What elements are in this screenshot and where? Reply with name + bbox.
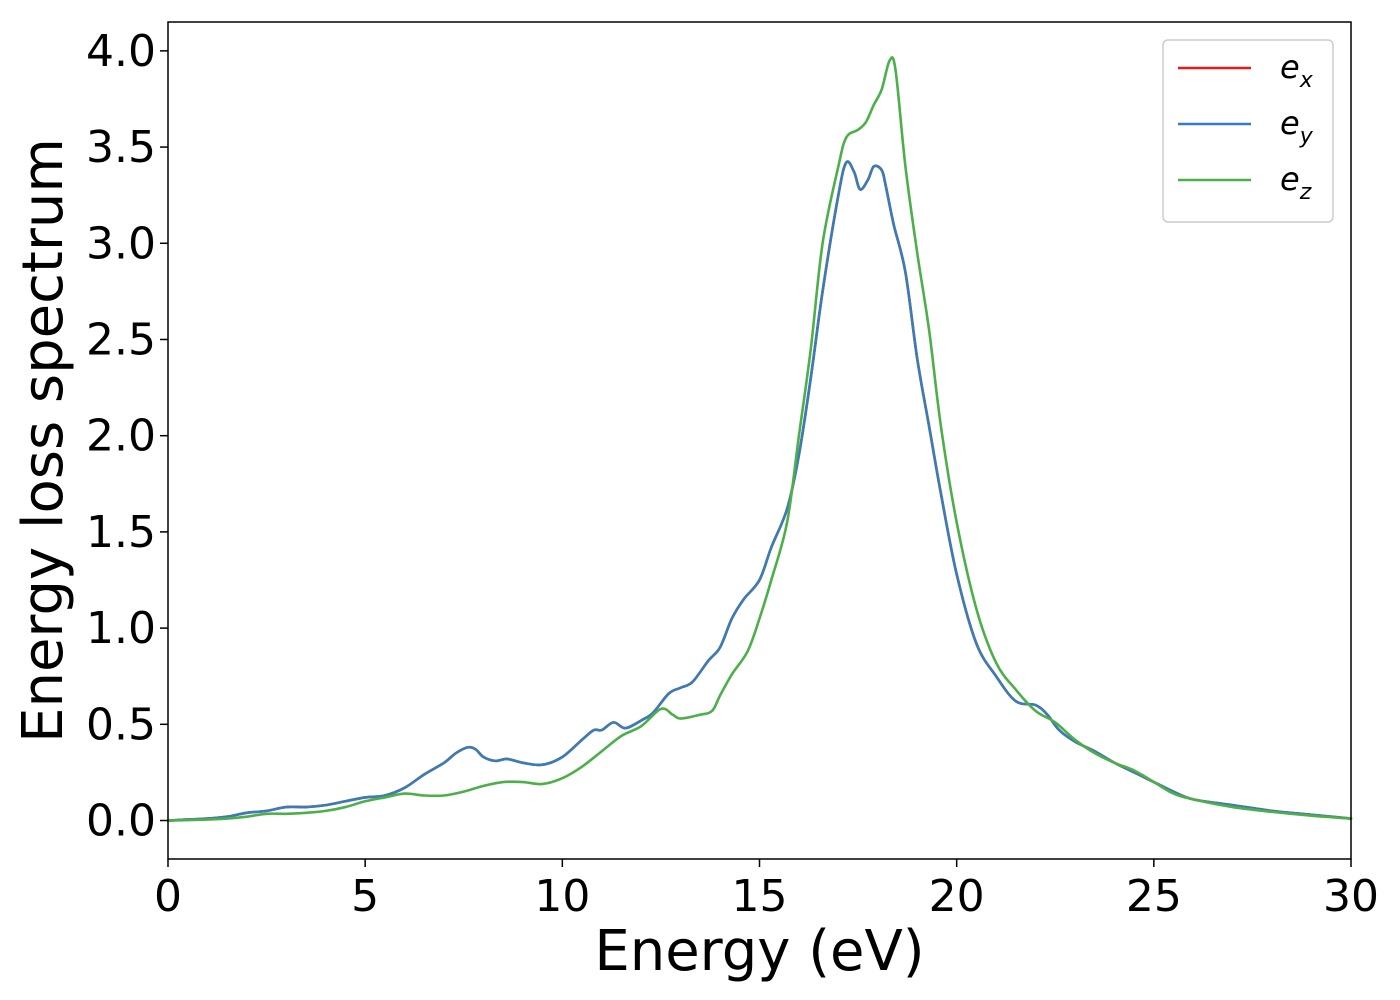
x-tick-label: 25: [1126, 871, 1182, 922]
x-tick-label: 30: [1323, 871, 1379, 922]
x-tick-label: 5: [351, 871, 379, 922]
x-tick-label: 0: [154, 871, 182, 922]
x-axis-title: Energy (eV): [594, 919, 924, 984]
y-tick-label: 2.0: [86, 411, 156, 462]
legend-label-e-y: ey: [1280, 104, 1314, 149]
y-tick-label: 3.5: [86, 122, 156, 173]
x-tick-label: 20: [929, 871, 985, 922]
legend-label-e-z: ez: [1280, 160, 1312, 205]
y-tick-label: 3.0: [86, 218, 156, 269]
y-tick-label: 2.5: [86, 314, 156, 365]
y-tick-label: 0.5: [86, 699, 156, 750]
y-axis-ticks: 0.0 0.5 1.0 1.5 2.0 2.5 3.0 3.5 4.0: [86, 26, 168, 847]
x-axis-ticks: 0 5 10 15 20 25 30: [154, 859, 1379, 922]
y-tick-label: 4.0: [86, 26, 156, 77]
y-tick-label: 0.0: [86, 796, 156, 847]
y-tick-label: 1.5: [86, 507, 156, 558]
y-axis-title: Energy loss spectrum: [11, 138, 76, 743]
x-tick-label: 15: [732, 871, 788, 922]
plot-area: [168, 22, 1351, 859]
legend: ex ey ez: [1162, 39, 1334, 223]
y-tick-label: 1.0: [86, 603, 156, 654]
legend-box: [1162, 39, 1334, 223]
x-tick-label: 10: [534, 871, 590, 922]
series-line-e-y: [166, 160, 1353, 822]
series-layer: [166, 56, 1353, 822]
series-line-e-z: [166, 56, 1353, 822]
legend-label-e-x: ex: [1280, 48, 1314, 93]
